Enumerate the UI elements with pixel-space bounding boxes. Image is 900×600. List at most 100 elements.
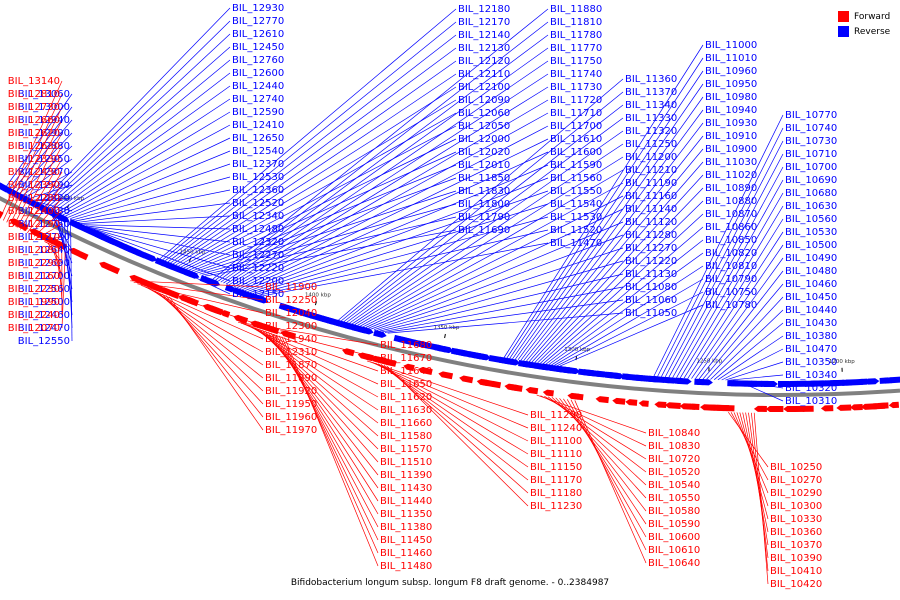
leader-line [169, 296, 264, 431]
gene-label: BIL_12110 [458, 69, 510, 80]
gene-label: BIL_10330 [770, 514, 822, 525]
leader-line [180, 112, 457, 268]
gene-label: BIL_11770 [550, 43, 602, 54]
leader-line [204, 229, 457, 277]
leader-line [225, 73, 549, 285]
gene-label: BIL_12040 [265, 308, 317, 319]
gene-label: BIL_12780 [18, 232, 70, 243]
forward-gene [836, 404, 852, 411]
leader-line [379, 273, 624, 332]
gene-label: BIL_10860 [705, 222, 757, 233]
leader-line [44, 241, 63, 251]
gene-label: BIL_11750 [550, 56, 602, 67]
gene-label: BIL_10710 [785, 149, 837, 160]
leader-line [382, 286, 624, 333]
forward-gene [638, 400, 649, 407]
gene-label: BIL_12250 [265, 295, 317, 306]
leader-line [159, 8, 457, 259]
gene-label: BIL_12660 [8, 115, 60, 126]
tick-label: 1300 kbp [564, 347, 590, 353]
leader-line [13, 132, 63, 227]
gene-label: BIL_10450 [785, 292, 837, 303]
leader-line [27, 184, 63, 234]
legend-label-forward: Forward [854, 11, 891, 22]
leader-line [39, 203, 73, 225]
gene-label: BIL_11460 [380, 548, 432, 559]
leader-line [130, 280, 264, 288]
gene-label: BIL_10340 [785, 370, 837, 381]
gene-label: BIL_12120 [458, 56, 510, 67]
gene-label: BIL_11140 [625, 204, 677, 215]
gene-label: BIL_12370 [232, 159, 284, 170]
leader-line [559, 304, 704, 367]
forward-gene [571, 393, 584, 401]
gene-label: BIL_11990 [8, 297, 60, 308]
leader-line [43, 204, 73, 238]
leader-line [753, 412, 769, 585]
gene-label: BIL_11850 [458, 173, 510, 184]
gene-label: BIL_12940 [18, 115, 70, 126]
forward-gene [719, 405, 735, 412]
gene-label: BIL_12560 [18, 284, 70, 295]
gene-label: BIL_11790 [458, 212, 510, 223]
gene-label: BIL_12090 [458, 95, 510, 106]
gene-label: BIL_11970 [265, 425, 317, 436]
gene-label: BIL_12870 [18, 167, 70, 178]
gene-label: BIL_10370 [770, 540, 822, 551]
leader-line [170, 60, 457, 264]
gene-label: BIL_11360 [625, 74, 677, 85]
gene-label: BIL_10300 [770, 501, 822, 512]
reverse-gene [373, 329, 387, 338]
leader-line [57, 248, 63, 303]
leader-line [713, 322, 784, 380]
leader-line [570, 399, 647, 551]
gene-label: BIL_11270 [625, 243, 677, 254]
forward-gene [75, 251, 89, 261]
reverse-gene [613, 372, 625, 380]
gene-label: BIL_10730 [785, 136, 837, 147]
gene-label: BIL_11590 [550, 160, 602, 171]
forward-gene [188, 298, 199, 307]
gene-label: BIL_11870 [265, 360, 317, 371]
leader-line [554, 278, 704, 366]
leader-line [375, 362, 529, 455]
leader-line [386, 365, 529, 507]
leader-line [365, 208, 624, 328]
leader-line [540, 213, 704, 364]
gene-label: BIL_10470 [785, 344, 837, 355]
leader-line [78, 202, 231, 223]
gene-label: BIL_12500 [18, 297, 70, 308]
leader-line [250, 190, 549, 293]
gene-label: BIL_11510 [380, 457, 432, 468]
gene-label: BIL_10420 [770, 579, 822, 590]
leader-line [721, 348, 784, 381]
leader-line [732, 379, 784, 389]
forward-gene [380, 358, 397, 367]
gene-label: BIL_11250 [625, 139, 677, 150]
gene-label: BIL_10960 [705, 66, 757, 77]
leader-line [23, 171, 63, 232]
gene-label: BIL_12770 [232, 16, 284, 27]
forward-gene [459, 375, 474, 384]
gene-label: BIL_10460 [785, 279, 837, 290]
forward-gene [654, 401, 667, 409]
reverse-gene [184, 269, 200, 279]
forward-gene [595, 396, 609, 404]
leader-line [51, 244, 63, 277]
leader-line [36, 201, 73, 212]
leader-line [338, 78, 624, 321]
tick-label: 1400 kbp [305, 292, 331, 298]
gene-label: BIL_11110 [530, 449, 582, 460]
legend-item-reverse: Reverse [838, 24, 890, 39]
gene-label: BIL_10640 [648, 558, 700, 569]
leader-line [729, 374, 784, 381]
forward-gene [664, 402, 681, 410]
gene-label: BIL_10720 [648, 454, 700, 465]
leader-line [372, 361, 529, 442]
reverse-swatch-icon [838, 26, 849, 37]
gene-label: BIL_12530 [232, 172, 284, 183]
gene-label: BIL_11030 [705, 157, 757, 168]
forward-gene [342, 348, 355, 357]
leader-line [167, 47, 457, 263]
gene-label: BIL_12060 [458, 108, 510, 119]
